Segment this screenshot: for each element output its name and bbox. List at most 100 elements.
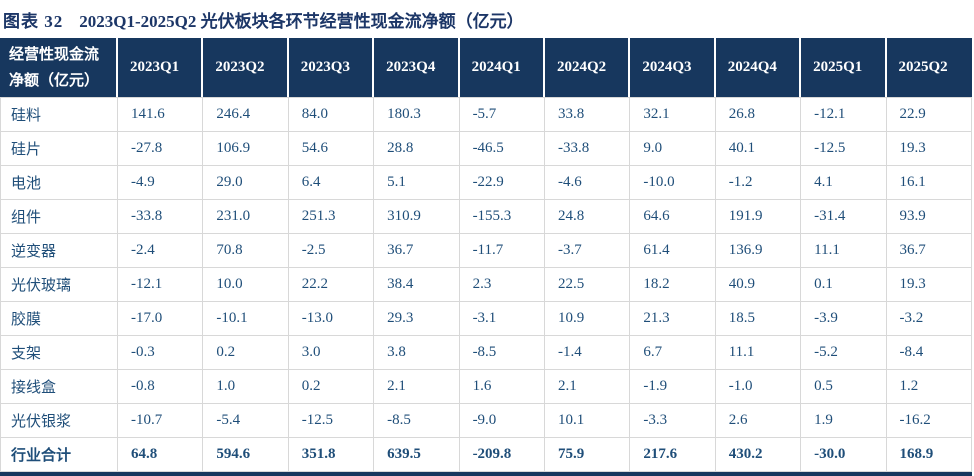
table-row: 逆变器 -2.4 70.8 -2.5 36.7 -11.7 -3.7 61.4 136.9 11.… (0, 234, 972, 268)
column-header-2024Q1: 2024Q1 (459, 38, 545, 97)
value-cell: -12.5 (288, 404, 375, 438)
row-label: 逆变器 (0, 234, 118, 268)
value-cell: 310.9 (374, 200, 460, 234)
value-cell: -22.9 (459, 166, 545, 200)
value-cell: 22.5 (544, 268, 631, 302)
value-cell: -2.4 (118, 234, 204, 268)
column-header-2024Q4: 2024Q4 (715, 38, 802, 97)
value-cell: 4.1 (801, 166, 887, 200)
table-row: 接线盒 -0.8 1.0 0.2 2.1 1.6 2.1 -1.9 -1.0 0.5 1.2 (0, 370, 972, 404)
value-cell: -16.2 (886, 404, 972, 438)
row-label: 接线盒 (0, 370, 118, 404)
column-header-2025Q1: 2025Q1 (801, 38, 887, 97)
value-cell: 5.1 (374, 166, 460, 200)
value-cell: 10.0 (203, 268, 289, 302)
value-cell: 64.8 (118, 438, 204, 472)
value-cell: 1.2 (886, 370, 972, 404)
value-cell: -17.0 (118, 302, 204, 336)
value-cell: 2.1 (544, 370, 631, 404)
value-cell: -11.7 (459, 234, 545, 268)
table-row: 支架 -0.3 0.2 3.0 3.8 -8.5 -1.4 6.7 11.1 -5.2 -8.4 (0, 336, 972, 370)
value-cell: 0.2 (288, 370, 375, 404)
table-row: 光伏玻璃 -12.1 10.0 22.2 38.4 2.3 22.5 18.2 40.9 0.1 1… (0, 268, 972, 302)
value-cell: -0.8 (118, 370, 204, 404)
value-cell: -8.5 (374, 404, 460, 438)
value-cell: -4.9 (118, 166, 204, 200)
value-cell: -46.5 (459, 132, 545, 166)
value-cell: 430.2 (715, 438, 802, 472)
value-cell: 38.4 (374, 268, 460, 302)
value-cell: 191.9 (715, 200, 802, 234)
table-row: 硅料 141.6 246.4 84.0 180.3 -5.7 33.8 32.1 26.8 -12… (0, 97, 972, 132)
value-cell: 2.3 (459, 268, 545, 302)
value-cell: -31.4 (801, 200, 887, 234)
row-label: 光伏银浆 (0, 404, 118, 438)
column-header-2023Q1: 2023Q1 (118, 38, 204, 97)
figure-number: 图表 32 (3, 12, 64, 31)
value-cell: 93.9 (886, 200, 972, 234)
value-cell: 36.7 (886, 234, 972, 268)
value-cell: -3.9 (801, 302, 887, 336)
value-cell: 1.6 (459, 370, 545, 404)
value-cell: 16.1 (886, 166, 972, 200)
value-cell: -4.6 (544, 166, 631, 200)
value-cell: -33.8 (544, 132, 631, 166)
column-header-2023Q2: 2023Q2 (203, 38, 289, 97)
value-cell: 19.3 (886, 132, 972, 166)
value-cell: 2.6 (715, 404, 802, 438)
table-row: 电池 -4.9 29.0 6.4 5.1 -22.9 -4.6 -10.0 -1.2 4.1 16.… (0, 166, 972, 200)
value-cell: 246.4 (203, 97, 289, 132)
value-cell: -1.4 (544, 336, 631, 370)
value-cell: 6.7 (630, 336, 716, 370)
table-bottom-border (0, 472, 972, 476)
value-cell: -12.5 (801, 132, 887, 166)
value-cell: -1.0 (715, 370, 802, 404)
value-cell: 22.2 (288, 268, 375, 302)
value-cell: -10.7 (118, 404, 204, 438)
table-row: 组件 -33.8 231.0 251.3 310.9 -155.3 24.8 64.6 191.… (0, 200, 972, 234)
value-cell: -8.5 (459, 336, 545, 370)
value-cell: -5.4 (203, 404, 289, 438)
value-cell: 29.3 (374, 302, 460, 336)
row-label: 硅片 (0, 132, 118, 166)
value-cell: 54.6 (288, 132, 375, 166)
table-row: 光伏银浆 -10.7 -5.4 -12.5 -8.5 -9.0 10.1 -3.3 2.6 1.9… (0, 404, 972, 438)
value-cell: 75.9 (544, 438, 631, 472)
value-cell: 639.5 (374, 438, 460, 472)
value-cell: 3.0 (288, 336, 375, 370)
column-header-2024Q2: 2024Q2 (544, 38, 631, 97)
table-row: 胶膜 -17.0 -10.1 -13.0 29.3 -3.1 10.9 21.3 18.5 -3.… (0, 302, 972, 336)
row-label: 胶膜 (0, 302, 118, 336)
table-header-row: 经营性现金流 净额（亿元） 2023Q1 2023Q2 2023Q3 2023Q4 20… (0, 38, 972, 97)
value-cell: -2.5 (288, 234, 375, 268)
table-row: 硅片 -27.8 106.9 54.6 28.8 -46.5 -33.8 9.0 40.1 -12… (0, 132, 972, 166)
value-cell: 84.0 (288, 97, 375, 132)
column-header-2024Q3: 2024Q3 (630, 38, 716, 97)
table-body: 硅料 141.6 246.4 84.0 180.3 -5.7 33.8 32.1 26.8 -12… (0, 97, 972, 472)
value-cell: 168.9 (886, 438, 972, 472)
value-cell: 29.0 (203, 166, 289, 200)
value-cell: -10.0 (630, 166, 716, 200)
corner-header-line2: 净额（亿元） (9, 72, 100, 89)
value-cell: -209.8 (459, 438, 545, 472)
value-cell: 36.7 (374, 234, 460, 268)
value-cell: -3.2 (886, 302, 972, 336)
value-cell: 61.4 (630, 234, 716, 268)
value-cell: 2.1 (374, 370, 460, 404)
value-cell: -5.7 (459, 97, 545, 132)
value-cell: -12.1 (801, 97, 887, 132)
value-cell: 10.9 (544, 302, 631, 336)
row-label: 组件 (0, 200, 118, 234)
value-cell: 40.1 (715, 132, 802, 166)
value-cell: 231.0 (203, 200, 289, 234)
value-cell: 351.8 (288, 438, 375, 472)
value-cell: 28.8 (374, 132, 460, 166)
value-cell: -10.1 (203, 302, 289, 336)
row-label: 光伏玻璃 (0, 268, 118, 302)
value-cell: 70.8 (203, 234, 289, 268)
value-cell: 10.1 (544, 404, 631, 438)
value-cell: 11.1 (801, 234, 887, 268)
value-cell: 251.3 (288, 200, 375, 234)
value-cell: 1.0 (203, 370, 289, 404)
row-label: 行业合计 (0, 438, 118, 472)
